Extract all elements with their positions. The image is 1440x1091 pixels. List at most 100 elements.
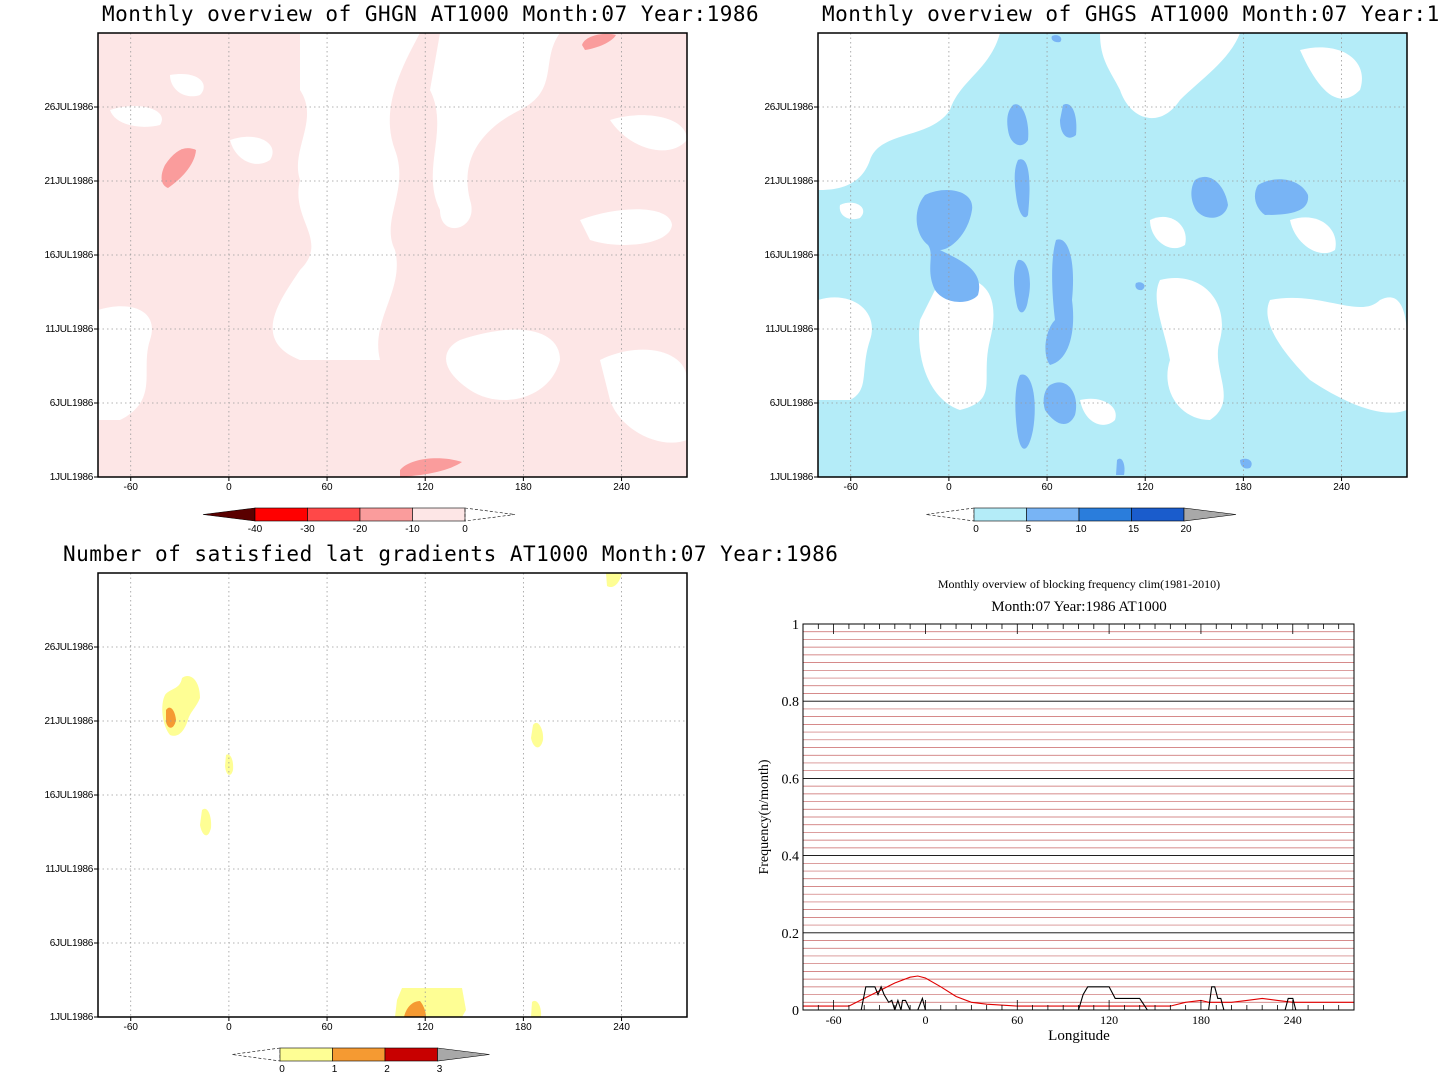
lat-colorbar-swatch (332, 1047, 386, 1062)
lat-yellow-region (606, 573, 622, 588)
frequency-y-tick-label: 1 (792, 618, 799, 633)
ghgs-colorbar-swatch (1131, 507, 1185, 522)
ghgn-white-region (272, 33, 420, 360)
ghgn-white-region (610, 115, 687, 151)
ghgs-colorbar-left-arrow (925, 507, 975, 522)
ghgn-y-tick-label: 21JUL1986 (45, 176, 94, 187)
frequency-x-tick-label: -60 (826, 1013, 842, 1027)
ghgn-colorbar-swatch (254, 507, 308, 522)
frequency-subtitle: Month:07 Year:1986 AT1000 (991, 599, 1166, 615)
ghgn-white-region (230, 136, 273, 164)
ghgs-blue-region (1240, 458, 1252, 469)
lat-orange-region (166, 707, 176, 728)
ghgn-colorbar-label: 0 (462, 524, 468, 535)
ghgs-blue-region (1013, 259, 1030, 313)
frequency-series (803, 975, 1354, 1010)
ghgn-x-tick-label: 180 (515, 482, 532, 493)
ghgs-title: Monthly overview of GHGS AT1000 Month:07… (822, 2, 1440, 26)
lat-yellow-region (200, 808, 212, 836)
ghgs-white-region (1080, 398, 1116, 425)
ghgn-colorbar-label: -30 (300, 524, 315, 535)
ghgn-white-region (110, 105, 162, 127)
frequency-observed-line (803, 985, 1354, 1010)
ghgn-colorbar-swatch (359, 507, 413, 522)
lat-yellow-region (531, 722, 544, 748)
ghgn-x-tick-label: 0 (226, 482, 232, 493)
ghgn-x-tick-label: 120 (417, 482, 434, 493)
ghgs-white-region (839, 202, 864, 220)
ghgn-x-tick-label: -60 (123, 482, 138, 493)
ghgn-y-tick-label: 26JUL1986 (45, 102, 94, 113)
frequency-x-tick-label: 0 (922, 1013, 928, 1027)
ghgn-pink-region (582, 33, 616, 50)
ghgs-y-tick-label: 21JUL1986 (765, 176, 814, 187)
ghgs-colorbar-label: 20 (1180, 524, 1192, 535)
ghgs-white-region (919, 278, 994, 410)
ghgn-pink-region (161, 148, 196, 188)
lat-grid (98, 573, 687, 1017)
lat-colorbar-right-arrow (437, 1047, 490, 1062)
ghgs-contours (818, 33, 1407, 475)
lat-y-tick-label: 11JUL1986 (45, 864, 93, 875)
ghgs-x-tick-label: 0 (946, 482, 952, 493)
ghgs-blue-region (1254, 179, 1309, 215)
ghgs-y-tick-label: 1JUL1986 (770, 472, 814, 483)
lat-colorbar-label: 3 (437, 1064, 443, 1075)
frequency-y-tick-label: 0.8 (782, 695, 800, 710)
ghgs-colorbar: 0 5 10 15 20 (925, 507, 1237, 535)
ghgs-colorbar-swatch (1078, 507, 1132, 522)
ghgn-colorbar-label: -40 (248, 524, 263, 535)
ghgn-white-region (98, 306, 152, 420)
ghgs-y-tick-label: 26JUL1986 (765, 102, 814, 113)
lat-x-tick-label: 120 (417, 1022, 434, 1033)
ghgs-colorbar-swatch (1026, 507, 1080, 522)
ghgs-colorbar-right-arrow (1183, 507, 1237, 522)
lat-axis-ticks: -60 0 60 120 180 240 1JUL1986 6JUL1986 11JUL1986… (45, 642, 631, 1033)
lat-x-tick-label: 0 (226, 1022, 232, 1033)
frequency-y-axis-label: Frequency(n/month) (757, 759, 772, 874)
ghgs-grid (818, 33, 1407, 477)
ghgn-colorbar-swatch (412, 507, 466, 522)
frequency-y-tick-label: 0.2 (782, 927, 800, 942)
lat-x-tick-label: 240 (613, 1022, 630, 1033)
ghgn-white-region (446, 329, 560, 400)
ghgs-white-region (818, 33, 1000, 190)
ghgs-blue-region (1007, 104, 1029, 146)
frequency-y-tick-label: 0.4 (782, 850, 800, 865)
frequency-x-axis-label: Longitude (1048, 1028, 1110, 1044)
ghgn-colorbar-label: -10 (405, 524, 420, 535)
ghgs-blue-region (1051, 35, 1062, 43)
ghgn-x-tick-label: 240 (613, 482, 630, 493)
lat-yellow-region (225, 754, 234, 775)
ghgn-contours (98, 33, 687, 477)
lat-colorbar-left-arrow (231, 1047, 281, 1062)
ghgn-grid (98, 33, 687, 477)
lat-x-tick-label: -60 (123, 1022, 138, 1033)
ghgs-blue-region (1045, 239, 1074, 365)
ghgs-blue-region (1191, 176, 1228, 218)
ghgs-white-region (818, 297, 872, 400)
lat-x-tick-label: 60 (321, 1022, 333, 1033)
ghgs-colorbar-label: 15 (1128, 524, 1140, 535)
ghgs-x-tick-label: 120 (1137, 482, 1154, 493)
ghgs-white-region (1156, 278, 1224, 420)
ghgn-colorbar-right-arrow (464, 507, 516, 522)
frequency-y-tick-label: 0 (792, 1004, 799, 1019)
lat-gradients-title: Number of satisfied lat gradients AT1000… (63, 542, 839, 566)
lat-y-tick-label: 21JUL1986 (45, 716, 94, 727)
ghgs-panel: -60 0 60 120 180 240 1JUL1986 6JUL1986 11JUL1986… (765, 32, 1408, 535)
frequency-title: Monthly overview of blocking frequency c… (938, 577, 1220, 591)
lat-yellow-region (531, 1000, 542, 1017)
frequency-y-tick-label: 0.6 (782, 772, 800, 787)
frequency-x-tick-label: 180 (1192, 1013, 1210, 1027)
ghgs-white-region (1150, 216, 1186, 249)
lat-contours (162, 573, 622, 1017)
ghgs-white-region (1267, 297, 1407, 413)
frequency-climatology-line (803, 975, 1354, 1007)
ghgn-colorbar-swatch (307, 507, 361, 522)
ghgn-title: Monthly overview of GHGN AT1000 Month:07… (102, 2, 760, 26)
lat-colorbar-swatch (279, 1047, 333, 1062)
ghgn-colorbar: -40 -30 -20 -10 0 (202, 507, 516, 535)
ghgs-blue-region (1014, 159, 1030, 218)
